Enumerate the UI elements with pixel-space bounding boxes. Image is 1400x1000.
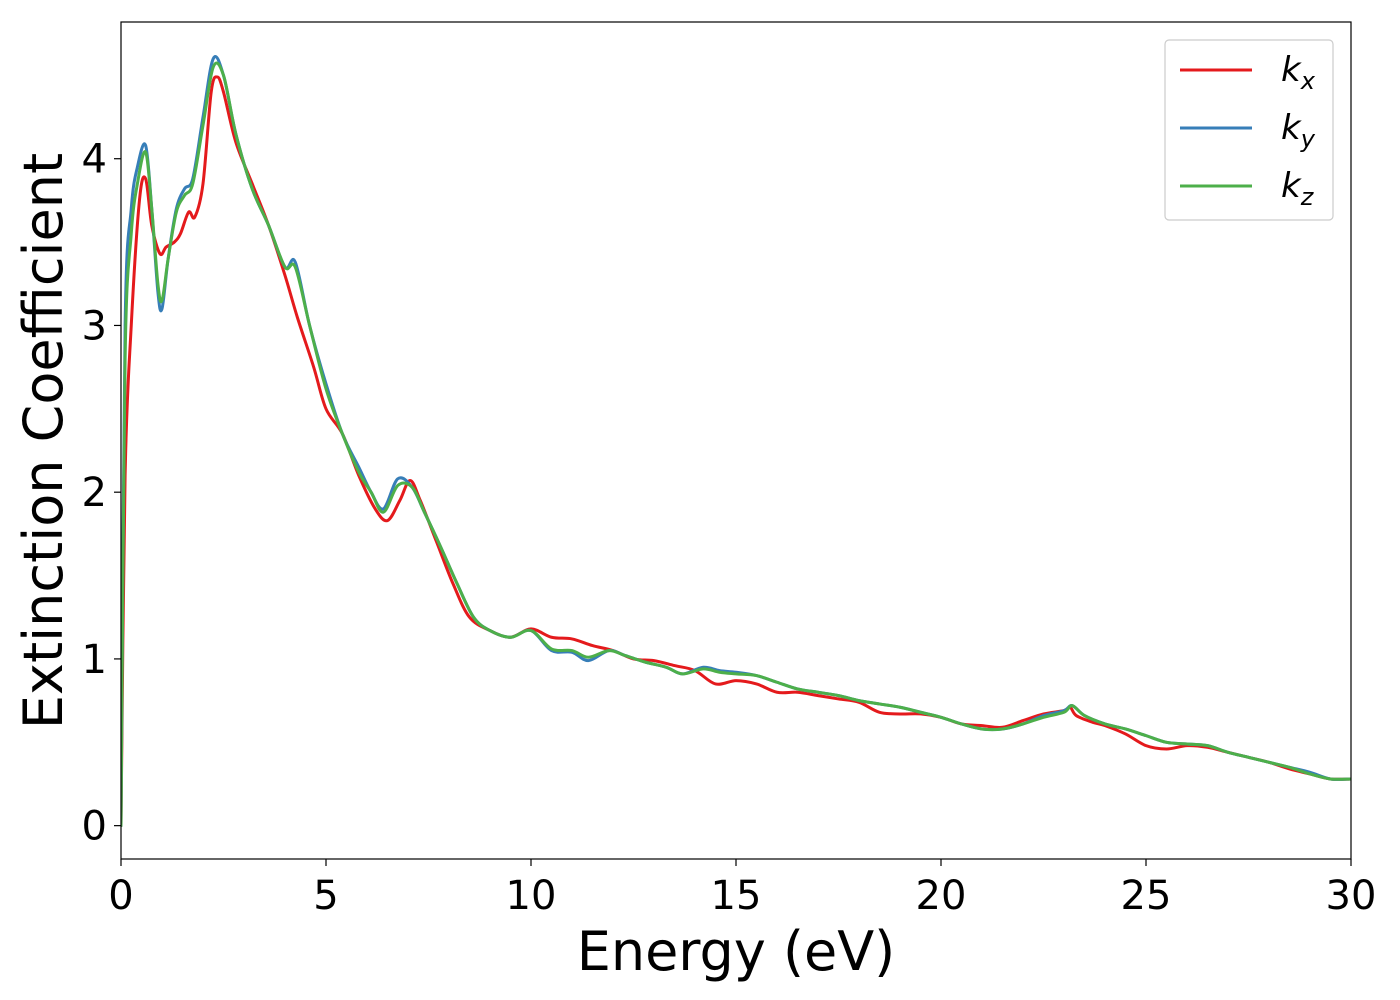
y-tick-label: 0 [82,804,107,850]
y-axis-label: Extinction Coefficient [12,153,75,729]
x-axis-label: Energy (eV) [577,920,896,983]
series-line-x [121,75,1351,828]
x-tick-label: 0 [108,873,133,919]
legend-label-y: ky [1281,108,1316,153]
x-tick-label: 25 [1121,873,1172,919]
y-tick-label: 4 [82,137,107,183]
y-tick-label: 3 [82,303,107,349]
y-tick-label: 1 [82,637,107,683]
y-tick-label: 2 [82,470,107,516]
series-layer [121,55,1351,828]
legend-label-x: kx [1281,50,1316,95]
legend: kx ky kz [1164,39,1334,221]
x-tick-label: 15 [711,873,762,919]
x-axis-ticks: 0 5 10 15 20 25 30 [108,859,1376,919]
legend-label-z: kz [1281,166,1315,211]
x-tick-label: 20 [916,873,967,919]
x-tick-label: 30 [1326,873,1377,919]
legend-box [1164,39,1334,221]
y-axis-ticks: 0 1 2 3 4 [82,137,121,850]
x-tick-label: 10 [506,873,557,919]
series-line-z [121,61,1351,828]
x-tick-label: 5 [313,873,338,919]
